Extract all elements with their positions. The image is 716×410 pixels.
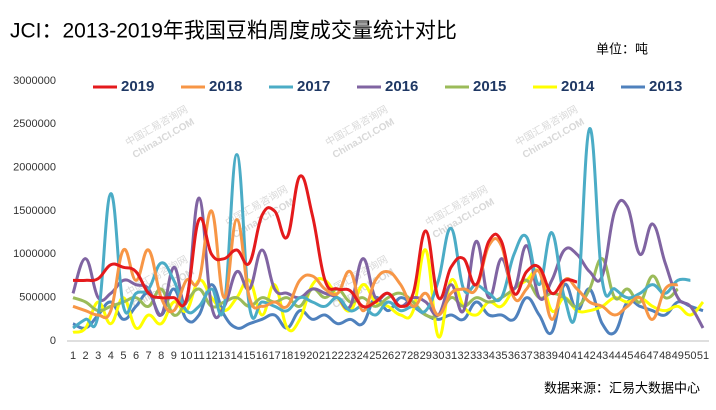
x-tick-label: 34: [483, 350, 495, 362]
x-tick-label: 50: [684, 350, 696, 362]
x-tick-label: 15: [243, 350, 255, 362]
x-tick-label: 31: [445, 350, 457, 362]
y-tick-label: 0: [50, 335, 56, 347]
legend-label: 2015: [473, 78, 506, 95]
legend-label: 2017: [297, 78, 330, 95]
x-tick-label: 7: [146, 350, 152, 362]
x-tick-label: 20: [306, 350, 318, 362]
source-label: 数据来源：汇易大数据中心: [544, 380, 700, 395]
legend-label: 2013: [649, 78, 682, 95]
chart-title: JCI：2013-2019年我国豆粕周度成交量统计对比: [10, 20, 457, 43]
x-tick-label: 26: [382, 350, 394, 362]
x-tick-label: 36: [508, 350, 520, 362]
legend-label: 2018: [209, 78, 242, 95]
x-tick-label: 29: [420, 350, 432, 362]
x-tick-label: 27: [394, 350, 406, 362]
x-tick-label: 10: [180, 350, 192, 362]
x-tick-label: 11: [193, 350, 204, 362]
x-tick-label: 23: [344, 350, 356, 362]
x-tick-label: 35: [495, 350, 507, 362]
legend-label: 2016: [385, 78, 418, 95]
x-tick-label: 46: [634, 350, 646, 362]
x-tick-label: 37: [520, 350, 532, 362]
x-tick-label: 44: [609, 350, 621, 362]
series-line: [72, 127, 691, 330]
x-tick-label: 22: [331, 350, 343, 362]
y-tick-label: 2500000: [13, 118, 56, 130]
x-tick-label: 30: [432, 350, 444, 362]
y-tick-label: 1500000: [13, 205, 56, 217]
x-tick-label: 32: [457, 350, 469, 362]
x-tick-label: 1: [70, 350, 76, 362]
series-line: [72, 209, 679, 321]
x-tick-label: 21: [319, 350, 331, 362]
legend-label: 2014: [561, 78, 595, 95]
unit-label: 单位：吨: [596, 41, 648, 56]
x-tick-label: 9: [171, 350, 177, 362]
x-tick-label: 51: [697, 350, 709, 362]
x-tick-label: 16: [256, 350, 268, 362]
y-tick-label: 500000: [19, 292, 56, 304]
x-tick-label: 6: [133, 350, 139, 362]
x-tick-label: 3: [95, 350, 101, 362]
x-tick-label: 5: [120, 350, 126, 362]
legend-label: 2019: [121, 78, 154, 95]
y-tick-label: 2000000: [13, 162, 56, 174]
x-tick-label: 42: [583, 350, 595, 362]
series-line: [72, 283, 704, 336]
x-tick-label: 8: [158, 350, 164, 362]
x-tick-label: 40: [558, 350, 570, 362]
series-line: [72, 174, 578, 309]
x-tick-label: 17: [268, 350, 280, 362]
x-tick-label: 18: [281, 350, 293, 362]
x-tick-label: 33: [470, 350, 482, 362]
y-tick-label: 1000000: [13, 248, 56, 260]
x-tick-label: 47: [646, 350, 658, 362]
x-tick-label: 49: [672, 350, 684, 362]
x-tick-label: 45: [621, 350, 633, 362]
x-tick-label: 25: [369, 350, 381, 362]
x-tick-label: 43: [596, 350, 608, 362]
x-tick-label: 48: [659, 350, 671, 362]
x-tick-label: 24: [357, 350, 369, 362]
x-tick-label: 12: [205, 350, 217, 362]
x-tick-label: 39: [546, 350, 558, 362]
x-tick-label: 4: [108, 350, 114, 362]
x-tick-label: 14: [231, 350, 243, 362]
x-tick-label: 41: [571, 350, 583, 362]
x-tick-label: 2: [83, 350, 89, 362]
x-tick-label: 38: [533, 350, 545, 362]
x-tick-label: 13: [218, 350, 230, 362]
x-tick-label: 28: [407, 350, 419, 362]
x-tick-label: 19: [294, 350, 306, 362]
y-tick-label: 3000000: [13, 75, 56, 87]
